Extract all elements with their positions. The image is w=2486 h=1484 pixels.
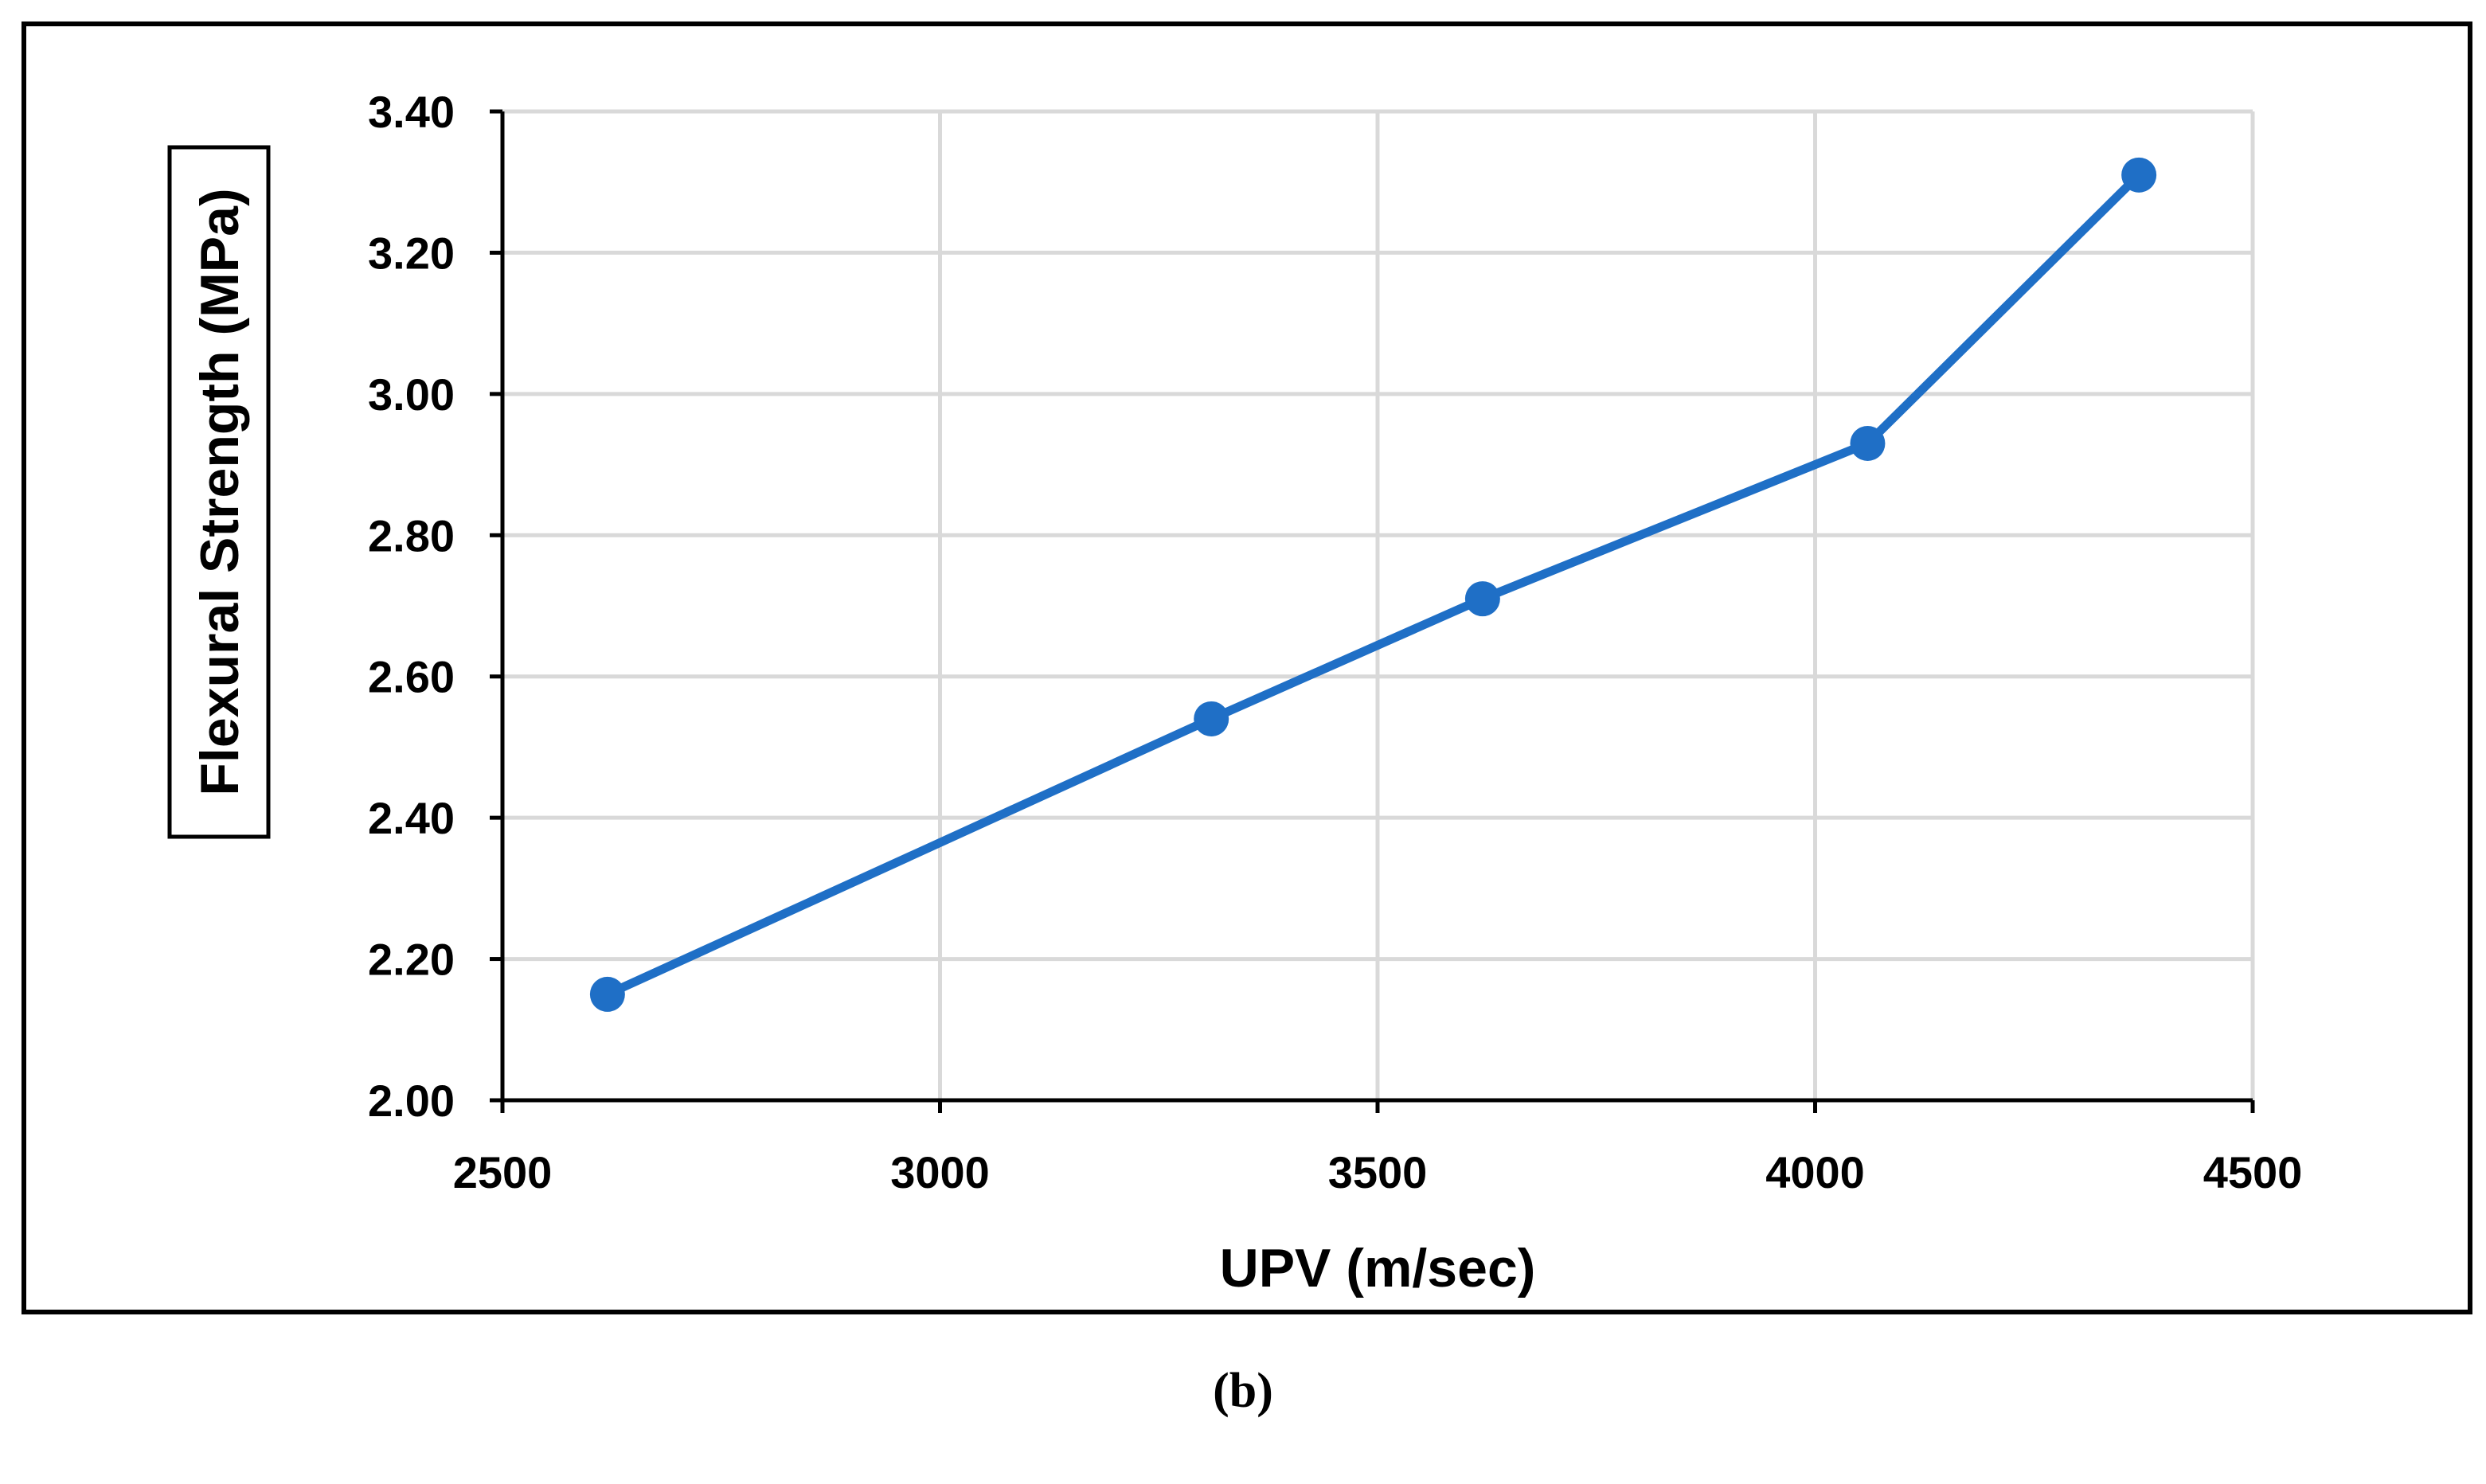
x-tick-label: 2500	[453, 1147, 553, 1197]
data-point	[589, 976, 625, 1012]
y-tick-label: 2.40	[368, 793, 455, 843]
x-tick-label: 4000	[1765, 1147, 1865, 1197]
data-series	[589, 157, 2157, 1012]
y-axis-title: Flexural Strength (MPa)	[190, 188, 250, 795]
data-point	[1194, 701, 1229, 736]
y-tick-label: 3.20	[368, 228, 455, 278]
x-tick-label: 3000	[890, 1147, 990, 1197]
y-tick-label: 2.80	[368, 510, 455, 560]
y-tick-label: 2.60	[368, 652, 455, 702]
y-axis-title-box: Flexural Strength (MPa)	[167, 145, 271, 839]
data-point	[2121, 157, 2157, 193]
data-point	[1464, 581, 1500, 617]
axes	[490, 109, 2255, 1113]
x-tick-label: 3500	[1328, 1147, 1428, 1197]
data-point	[1850, 425, 1886, 461]
gridlines	[502, 109, 2255, 1100]
y-tick-label: 2.00	[368, 1076, 455, 1126]
line-chart: 2.00 2.20 2.40 2.60 2.80 3.00 3.20 3.40 2500 3000…	[167, 87, 2302, 1298]
y-tick-label: 2.20	[368, 935, 455, 985]
y-tick-label: 3.00	[368, 369, 455, 420]
x-tick-label: 4500	[2203, 1147, 2303, 1197]
x-axis-title: UPV (m/sec)	[1220, 1238, 1536, 1298]
y-axis-title-border	[167, 145, 271, 839]
chart-frame: 2.00 2.20 2.40 2.60 2.80 3.00 3.20 3.40 2500 3000…	[21, 21, 2472, 1314]
y-tick-label: 3.40	[368, 87, 455, 137]
panel-label: (b)	[1213, 1364, 1273, 1418]
tick-labels: 2.00 2.20 2.40 2.60 2.80 3.00 3.20 3.40 2500 3000…	[368, 87, 2302, 1197]
series-line	[603, 170, 2144, 999]
